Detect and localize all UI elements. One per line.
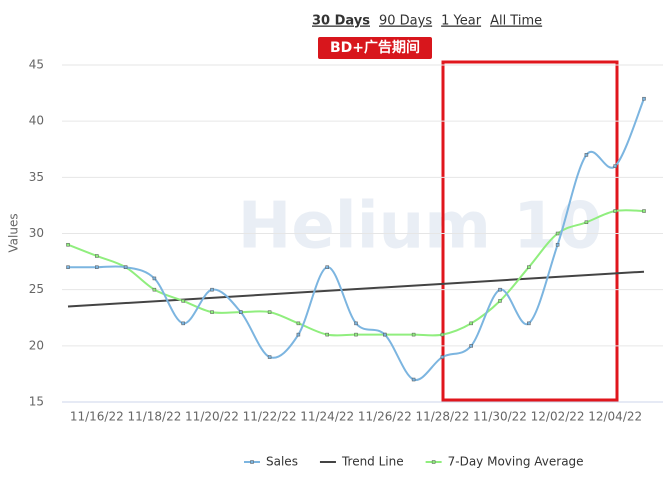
point-marker (642, 209, 646, 213)
point-marker (181, 321, 185, 326)
x-tick-label: 12/02/22 (531, 410, 585, 424)
point-marker (296, 332, 301, 337)
y-tick-label: 25 (29, 282, 44, 296)
point-marker (66, 265, 70, 269)
y-axis-title: Values (7, 213, 21, 252)
x-tick-label: 11/20/22 (185, 410, 239, 424)
point-marker (95, 265, 99, 269)
x-tick-label: 12/04/22 (588, 410, 642, 424)
point-marker (354, 321, 358, 326)
x-tick-label: 11/30/22 (473, 410, 527, 424)
y-tick-label: 35 (29, 170, 44, 184)
watermark: Helium 10 (238, 190, 602, 264)
point-marker (584, 220, 589, 225)
point-marker (325, 265, 329, 269)
point-marker (239, 310, 243, 314)
point-marker (411, 332, 416, 337)
range-button[interactable]: 1 Year (441, 14, 482, 29)
point-marker (613, 209, 617, 213)
point-marker (440, 332, 445, 337)
point-marker (469, 321, 473, 326)
annotation: BD+广告期间 (330, 39, 420, 56)
point-marker (66, 242, 70, 247)
point-marker (498, 299, 502, 303)
point-marker (152, 287, 157, 292)
point-marker (527, 321, 531, 326)
point-marker (210, 310, 214, 314)
y-tick-label: 30 (29, 226, 44, 240)
point-marker (95, 254, 99, 258)
point-marker (584, 153, 589, 157)
legend-marker (431, 460, 436, 464)
range-button[interactable]: 90 Days (379, 14, 432, 29)
y-tick-label: 20 (29, 338, 44, 352)
annotation-bg (318, 37, 432, 59)
point-marker (498, 287, 502, 292)
y-tick-label: 40 (29, 114, 44, 128)
point-marker (181, 299, 185, 303)
legend-label[interactable]: Sales (266, 455, 298, 469)
point-marker (210, 287, 214, 292)
legend-label[interactable]: 7-Day Moving Average (448, 455, 584, 469)
x-tick-label: 11/18/22 (127, 410, 181, 424)
point-marker (527, 265, 531, 269)
x-tick-label: 11/26/22 (358, 410, 412, 424)
point-marker (325, 332, 329, 337)
highlight-box (441, 60, 619, 402)
point-marker (383, 332, 387, 337)
point-marker (354, 332, 358, 337)
y-tick-label: 15 (29, 395, 44, 409)
x-tick-label: 11/16/22 (70, 410, 124, 424)
point-marker (440, 355, 445, 359)
point-marker (642, 96, 646, 101)
point-marker (555, 231, 560, 236)
legend-label[interactable]: Trend Line (341, 455, 404, 469)
x-tick-label: 11/24/22 (300, 410, 354, 424)
point-marker (267, 310, 272, 314)
legend-marker (250, 460, 254, 464)
point-marker (469, 344, 473, 348)
range-buttons: 30 Days 90 Days 1 Year All Time (312, 14, 542, 29)
x-tick-label: 11/22/22 (243, 410, 297, 424)
point-marker (152, 276, 157, 281)
point-marker (613, 164, 617, 168)
x-tick-label: 11/28/22 (415, 410, 469, 424)
range-button[interactable]: 30 Days (312, 14, 370, 29)
point-marker (411, 377, 416, 382)
range-button[interactable]: All Time (490, 14, 542, 29)
plot (66, 96, 646, 382)
y-tick-label: 45 (29, 58, 44, 72)
point-marker (267, 355, 272, 359)
point-marker (555, 242, 560, 247)
point-marker (123, 265, 128, 269)
point-marker (296, 321, 301, 326)
